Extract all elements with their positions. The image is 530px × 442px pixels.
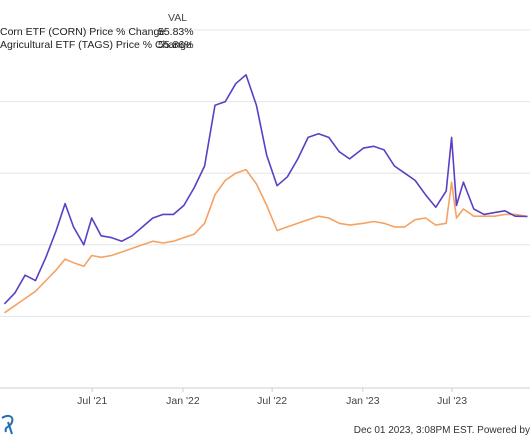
legend-value-corn: 55.83% — [158, 26, 194, 38]
legend-value-tags: 55.86% — [158, 39, 194, 51]
x-tick-label: Jul '22 — [257, 395, 287, 407]
footer-timestamp: Dec 01 2023, 3:08PM EST. Powered by — [353, 425, 530, 436]
x-tick-label: Jan '22 — [166, 395, 200, 407]
x-tick-label: Jan '23 — [346, 395, 380, 407]
legend-name-corn: Corn ETF (CORN) Price % Change — [0, 26, 166, 38]
series-line-tags — [3, 168, 528, 314]
series-layer — [3, 74, 528, 314]
legend-header: VAL — [168, 12, 188, 24]
legend-name-tags: Agricultural ETF (TAGS) Price % Change — [0, 39, 192, 51]
series-line-corn — [3, 74, 528, 305]
grid-lines — [0, 29, 530, 389]
x-tick-label: Jul '21 — [77, 395, 107, 407]
x-axis: Jul '21 Jan '22 Jul '22 Jan '23 Jul '23 — [77, 388, 467, 407]
x-tick-label: Jul '23 — [437, 395, 467, 407]
ycharts-logo-icon — [1, 414, 14, 435]
